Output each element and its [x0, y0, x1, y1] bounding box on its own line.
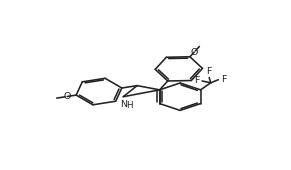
Text: O: O [63, 92, 71, 101]
Text: F: F [221, 75, 227, 84]
Text: F: F [206, 67, 212, 76]
Text: H: H [126, 101, 132, 110]
Text: N: N [120, 100, 127, 109]
Text: F: F [194, 76, 199, 86]
Text: O: O [191, 48, 198, 57]
